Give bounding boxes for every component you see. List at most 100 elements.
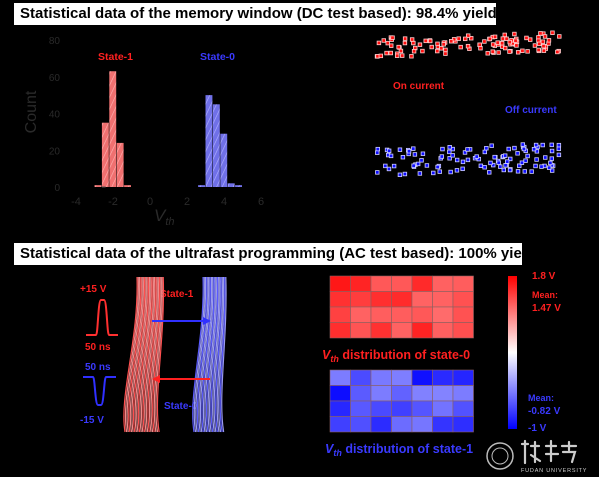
scatter-point [378,53,384,59]
heatmap-cell [329,416,351,433]
scatter-point [391,163,397,169]
chinese-name-glyphs-icon [520,439,578,465]
heatmap-cell [350,385,372,402]
heatmap-cell [432,369,454,386]
state1-legend: State-1 [98,51,133,63]
hist-ytick: 60 [49,73,61,84]
transfer-curve [140,276,152,433]
heatmap-cell [329,291,351,308]
scatter-point [502,153,508,158]
scatter-point [515,169,521,174]
scatter-point [375,150,380,155]
heatmap-cell [370,416,392,433]
scatter-point [517,163,522,168]
hist-ytick: 40 [49,110,61,121]
off-current-label: Off current [505,105,557,116]
scatter-point [542,34,548,39]
scatter-point [431,170,436,176]
scatter-point [381,38,386,43]
scatter-point [485,51,490,56]
scatter-point [532,43,538,48]
heatmap-cell [350,416,372,433]
transfer-curve [150,276,160,433]
heatmap-cell [411,369,433,386]
heatmap-cell [391,306,413,323]
on-current-label: On current [393,81,445,92]
transfer-curve [137,276,149,433]
transfer-curve [202,276,213,433]
heatmap-cell [350,400,372,417]
heatmap-cell [452,369,474,386]
scatter-point [417,171,423,176]
transfer-curve [196,276,208,433]
heatmap-cell [452,385,474,402]
scatter-point [454,168,460,173]
hist-bar [198,185,205,187]
scatter-point [465,157,471,163]
hist-xtick: 4 [221,196,227,208]
heatmap-cell [329,306,351,323]
scatter-point [484,146,489,151]
scatter-point [397,172,403,178]
transfer-curve [199,276,210,433]
scatter-point [492,154,497,160]
scatter-point [415,161,421,167]
heatmap-cell [329,369,351,386]
positive-pulse [86,299,118,336]
hist-xlabel: Vth [154,206,175,228]
current-scatter-chart: On current Off current [374,30,562,178]
scatter-point [456,36,461,41]
scatter-point [505,159,510,164]
scatter-point [549,168,555,173]
scatter-point [396,44,401,50]
scatter-point [489,143,494,148]
scatter-point [549,148,555,154]
scatter-point [435,48,440,54]
heatmap-cell [411,275,433,292]
hist-ytick: 20 [49,146,61,157]
heatmap-cell [411,306,433,323]
heatmap-cell [432,306,454,323]
transfer-curve [209,276,218,433]
transfer-curve [123,276,138,433]
heatmap-cell [391,322,413,339]
scatter-point [491,162,496,168]
hist-ylabel: Count [23,90,40,133]
scatter-point [529,169,534,174]
scatter-point [440,146,445,152]
scatter-point [540,142,545,148]
scatter-point [443,47,448,53]
heatmap-cell [411,322,433,339]
scatter-point [439,46,444,51]
ac-section-title: Statistical data of the ultrafast progra… [14,243,535,265]
heatmap-cell [329,275,351,292]
scatter-point [384,50,389,56]
seal-inner-icon [491,447,509,465]
scatter-point [386,148,392,154]
scatter-point [469,36,474,41]
heatmap-cell [411,385,433,402]
heatmap-cell [432,291,454,308]
scatter-point [437,169,442,174]
scatter-point [515,151,520,156]
scatter-point [482,165,487,170]
pulse-pos-width: 50 ns [85,342,111,353]
scatter-point [533,142,539,148]
scatter-point [460,159,466,165]
scatter-point [388,153,394,159]
heatmap-cell [370,306,392,323]
scatter-point [477,42,482,47]
transfer-curve [201,276,211,433]
scatter-point [487,170,492,175]
transfer-curve [195,276,207,433]
scatter-point [492,34,498,40]
scatter-point [411,40,416,46]
scatter-point [482,39,487,44]
hist-bar [94,185,102,187]
scatter-point [555,49,560,55]
scatter-point [501,167,506,173]
vth-heatmaps: 1.8 V Mean: 1.47 V Mean: -0.82 V -1 V Vt… [322,271,561,458]
transfer-curve [147,276,157,433]
scatter-point [424,163,430,168]
